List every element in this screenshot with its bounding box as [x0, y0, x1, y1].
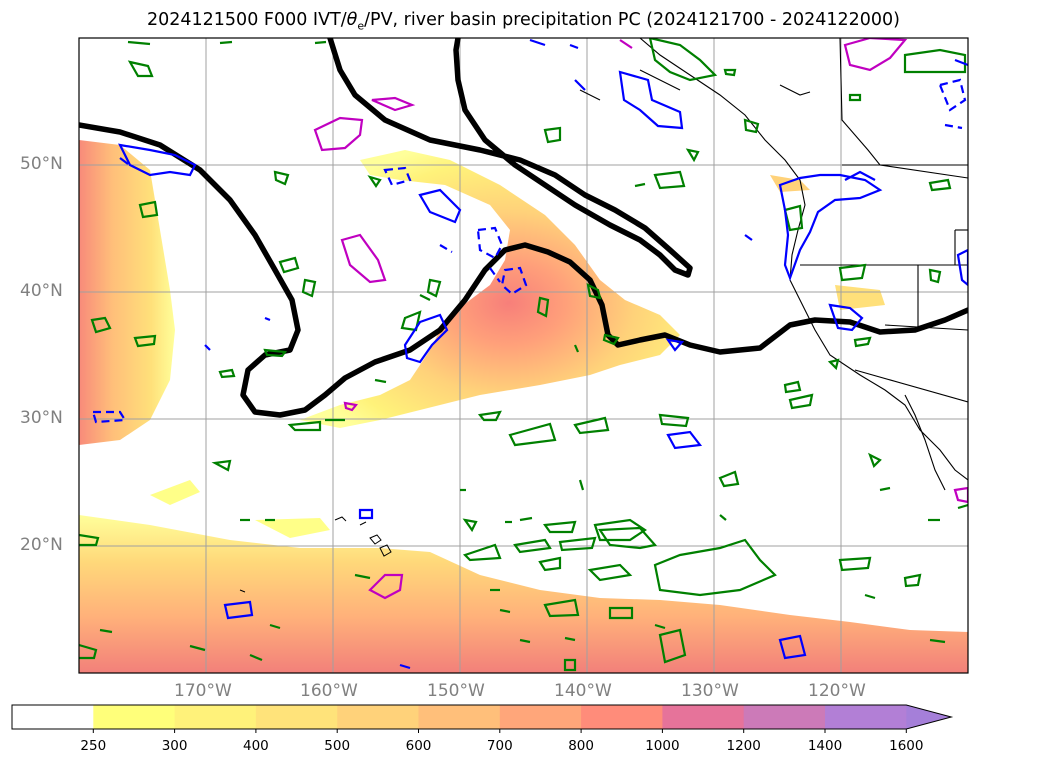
colorbar-tick-label: 500 [324, 738, 351, 754]
colorbar-segment [825, 705, 907, 729]
colorbar-segment [499, 705, 582, 729]
colorbar-segment [255, 705, 338, 729]
colorbar-tick-label: 700 [486, 738, 513, 754]
lat-label: 50°N [20, 154, 63, 174]
colorbar-tick-label: 1200 [726, 738, 761, 754]
thick-black-contours [79, 38, 968, 418]
colorbar-tick-label: 300 [161, 738, 188, 754]
colorbar-outline [11, 704, 954, 730]
blue-dashed-contours [91, 78, 967, 424]
graticule [79, 38, 968, 673]
colorbar-segment [93, 705, 176, 729]
lat-label: 20°N [20, 535, 63, 555]
lon-label: 160°W [300, 681, 358, 701]
colorbar-tick-label: 1000 [645, 738, 680, 754]
coastlines [579, 38, 968, 491]
colorbar-tick-label: 1400 [807, 738, 843, 754]
colorbar-tick-label: 800 [568, 738, 594, 754]
lon-label: 170°W [174, 681, 232, 701]
colorbar-tick-label: 400 [243, 738, 269, 754]
colorbar-segment [662, 705, 745, 729]
colorbar-segment [174, 705, 257, 729]
lat-label: 40°N [20, 281, 63, 301]
colorbar-tick-label: 250 [80, 738, 107, 754]
colorbar-segment [12, 705, 94, 729]
figure-title: 2024121500 F000 IVT/θe/PV, river basin p… [146, 10, 901, 33]
lon-label: 150°W [427, 681, 485, 701]
lat-label: 30°N [20, 408, 63, 428]
magenta-contours [313, 38, 968, 600]
colorbar-extend-arrow [906, 705, 952, 729]
hawaii-islands [239, 516, 392, 593]
colorbar-segment [743, 705, 826, 729]
lon-label: 140°W [554, 681, 612, 701]
lon-label: 120°W [808, 681, 866, 701]
colorbar-tick-label: 1600 [889, 738, 924, 754]
colorbar [11, 704, 954, 733]
colorbar-segment [337, 705, 419, 729]
colorbar-segment [581, 705, 663, 729]
colorbar-tick-label: 600 [405, 738, 432, 754]
blue-solid-contours [118, 38, 968, 670]
colorbar-segment [418, 705, 501, 729]
map-frame [78, 37, 969, 674]
lon-label: 130°W [681, 681, 739, 701]
green-contours [79, 38, 968, 672]
